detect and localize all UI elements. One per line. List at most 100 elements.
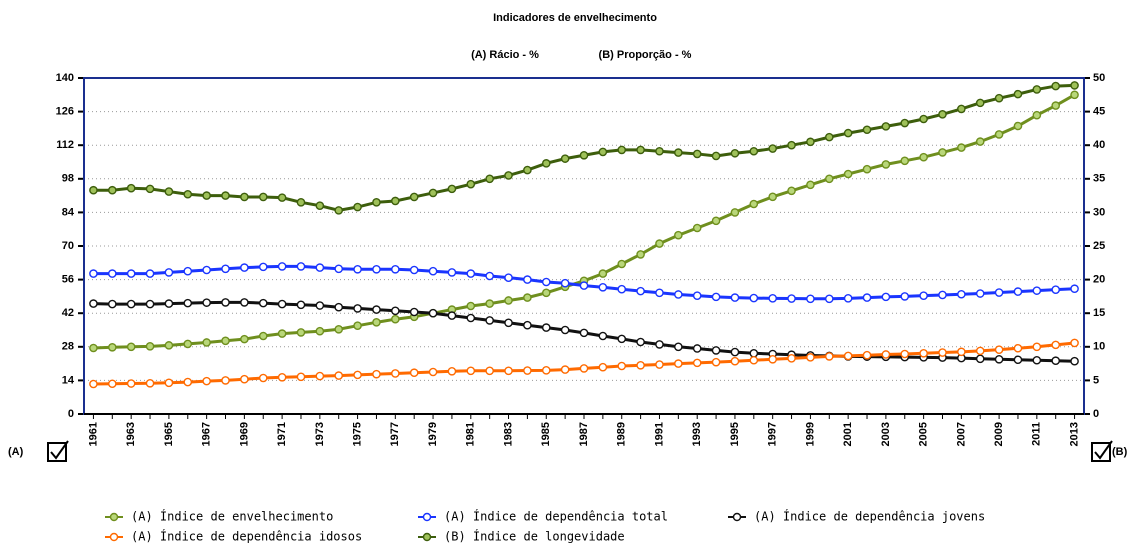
data-point — [711, 346, 721, 355]
data-point — [1051, 285, 1060, 294]
y2-tick-label: 5 — [1093, 374, 1099, 386]
data-point — [674, 359, 683, 368]
data-point — [409, 307, 419, 317]
x-tick-label: 2003 — [880, 422, 892, 446]
data-point — [957, 289, 966, 299]
data-point — [730, 293, 740, 302]
data-point — [1070, 284, 1079, 294]
data-point — [353, 202, 362, 212]
data-point — [523, 293, 532, 302]
y-tick-label: 84 — [62, 206, 75, 218]
x-tick-label: 1995 — [729, 422, 741, 446]
data-point — [617, 361, 627, 371]
data-point — [975, 98, 985, 108]
data-point — [89, 299, 98, 308]
data-point — [89, 185, 98, 195]
data-point — [598, 269, 608, 278]
data-point — [164, 187, 174, 196]
data-point — [636, 145, 645, 155]
data-point — [862, 125, 872, 135]
data-point — [485, 174, 494, 184]
data-point — [881, 292, 891, 302]
data-point — [240, 192, 249, 202]
data-point — [391, 306, 400, 316]
chart-title: Indicadores de envelhecimento — [493, 12, 657, 24]
checkbox[interactable] — [1091, 440, 1113, 462]
checkbox[interactable] — [47, 440, 69, 462]
y2-tick-label: 30 — [1093, 206, 1105, 218]
data-point — [202, 265, 211, 275]
data-point — [221, 298, 230, 307]
data-point — [824, 294, 834, 304]
data-point — [579, 150, 589, 160]
x-tick-label: 1971 — [276, 422, 288, 446]
y2-tick-label: 25 — [1093, 240, 1105, 252]
data-point — [768, 144, 777, 153]
data-point — [598, 282, 608, 292]
data-point — [560, 154, 570, 163]
data-point — [1013, 343, 1023, 353]
data-point — [692, 291, 702, 300]
data-point — [692, 344, 702, 353]
data-point — [636, 250, 645, 259]
data-point — [560, 278, 570, 288]
y-tick-label: 0 — [68, 408, 74, 420]
data-point — [428, 266, 438, 276]
data-point — [1013, 287, 1023, 296]
data-point — [692, 358, 702, 368]
data-point — [126, 183, 136, 193]
data-point — [334, 264, 344, 274]
data-point — [994, 354, 1004, 364]
data-point — [655, 360, 664, 369]
data-point — [202, 338, 211, 347]
data-point — [183, 377, 193, 387]
x-tick-label: 2013 — [1068, 422, 1080, 446]
data-point — [900, 292, 910, 301]
legend-marker — [422, 532, 432, 542]
y2-tick-label: 20 — [1093, 274, 1105, 286]
data-point — [900, 156, 910, 166]
data-point — [447, 366, 457, 376]
data-point — [145, 342, 155, 351]
data-point — [183, 266, 193, 276]
data-point — [749, 355, 759, 365]
data-point — [334, 371, 344, 380]
data-point — [409, 265, 419, 275]
data-point — [824, 132, 834, 142]
data-point — [617, 284, 627, 294]
data-point — [391, 369, 400, 378]
data-point — [598, 147, 608, 157]
data-point — [919, 114, 928, 124]
data-point — [862, 350, 872, 360]
data-point — [277, 262, 287, 271]
legend-label: (A) Índice de envelhecimento — [131, 509, 333, 524]
data-point — [692, 223, 702, 233]
data-point — [919, 291, 928, 300]
legend-label: (B) Índice de longevidade — [444, 529, 625, 544]
data-point — [372, 318, 381, 327]
data-point — [258, 373, 268, 383]
data-point — [202, 376, 211, 386]
data-point — [655, 288, 664, 298]
data-point — [485, 316, 494, 325]
data-point — [1032, 85, 1042, 94]
data-point — [806, 294, 815, 304]
data-point — [315, 201, 325, 210]
data-point — [334, 324, 344, 334]
y2-tick-label: 40 — [1093, 139, 1105, 151]
x-tick-label: 2001 — [842, 422, 854, 446]
data-point — [447, 184, 457, 194]
data-point — [202, 298, 211, 307]
data-point — [1070, 90, 1079, 100]
data-point — [221, 264, 230, 274]
y-tick-label: 112 — [56, 139, 74, 151]
data-point — [768, 192, 777, 202]
data-point — [806, 137, 815, 147]
data-point — [277, 329, 287, 338]
data-point — [277, 193, 287, 202]
data-point — [862, 293, 872, 302]
data-point — [240, 334, 249, 344]
data-point — [315, 326, 325, 336]
data-point — [579, 328, 589, 338]
data-point — [353, 370, 362, 380]
